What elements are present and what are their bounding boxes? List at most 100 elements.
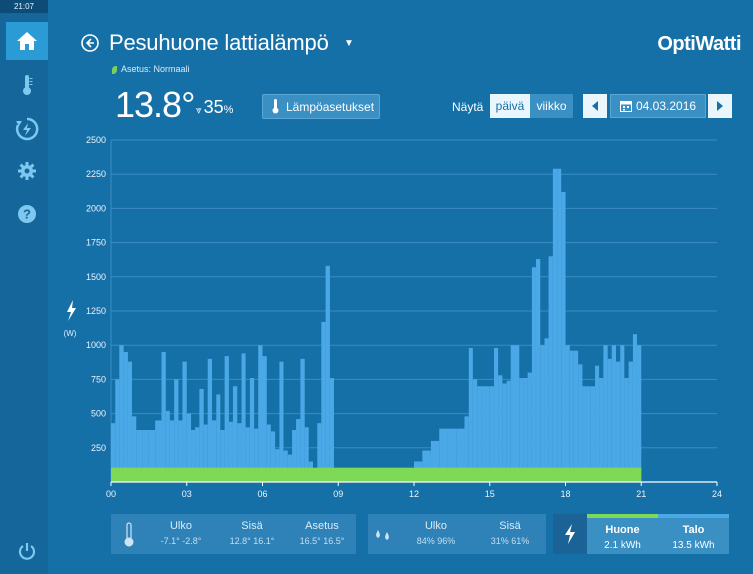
power-bar — [552, 168, 558, 482]
x-tick-label: 15 — [485, 489, 495, 499]
water-drops-icon — [376, 530, 389, 540]
power-bar — [270, 431, 276, 482]
show-label: Näytä — [452, 100, 484, 114]
humidity-value: 35 — [203, 97, 224, 117]
heat-settings-label: Lämpöasetukset — [286, 99, 375, 114]
power-bar — [468, 347, 473, 482]
house-energy-value: 13.5 kWh — [672, 540, 715, 551]
nav-home[interactable] — [6, 22, 48, 60]
power-bar — [228, 421, 233, 482]
power-bar — [628, 361, 633, 482]
tab-house-energy[interactable]: Talo 13.5 kWh — [658, 514, 729, 554]
y-tick-label: 2250 — [86, 169, 106, 179]
heat-settings-button[interactable]: Lämpöasetukset — [262, 94, 380, 119]
power-bar — [430, 440, 440, 482]
power-bar — [220, 430, 225, 482]
room-energy-value: 2.1 kWh — [604, 540, 641, 551]
power-bar — [527, 372, 532, 482]
power-bar — [136, 430, 143, 482]
thermometer-small-icon — [272, 99, 279, 114]
sidebar: 21:07 ? — [0, 0, 48, 574]
power-bar — [127, 361, 132, 482]
y-tick-label: 750 — [91, 374, 106, 384]
power-bar — [258, 345, 263, 482]
power-bar — [161, 352, 166, 482]
power-bar — [216, 394, 221, 482]
power-bar — [119, 345, 124, 482]
prev-date-button[interactable] — [583, 94, 607, 118]
nav-energy-saving[interactable] — [6, 110, 48, 148]
y-tick-label: 500 — [91, 409, 106, 419]
power-bar — [241, 353, 246, 482]
power-bar — [548, 256, 553, 482]
power-bar — [422, 450, 431, 482]
x-tick-label: 06 — [257, 489, 267, 499]
nav-help[interactable]: ? — [6, 195, 48, 233]
y-tick-label: 1000 — [86, 340, 106, 350]
power-bar — [481, 386, 486, 482]
power-bar — [195, 427, 200, 482]
power-bar — [582, 386, 587, 482]
chevron-down-icon[interactable]: ▼ — [344, 38, 354, 49]
power-bar — [439, 428, 448, 482]
help-icon: ? — [18, 205, 36, 223]
indoor-temp: Sisä 12.8° 16.1° — [221, 520, 283, 546]
power-bar — [182, 361, 187, 482]
power-bar — [540, 345, 545, 482]
thermometer-footer-icon — [124, 522, 134, 547]
power-bar — [169, 420, 175, 482]
x-tick-label: 12 — [409, 489, 419, 499]
outdoor-humidity: Ulko 84% 96% — [406, 520, 466, 546]
power-bar — [224, 356, 229, 482]
power-bar — [249, 378, 255, 482]
power-bar — [186, 413, 192, 482]
power-bar — [262, 356, 267, 482]
date-picker[interactable]: 04.03.2016 — [610, 94, 706, 118]
outdoor-temp-label: Ulko — [169, 520, 192, 532]
power-bar — [283, 450, 288, 482]
setpoint-band — [111, 467, 642, 482]
power-bar — [178, 420, 183, 482]
power-bar — [616, 361, 621, 482]
power-bar — [237, 423, 242, 482]
setting-label: Asetus: Normaali — [121, 64, 190, 74]
room-energy-bar — [587, 514, 658, 518]
back-circle-icon[interactable] — [81, 34, 99, 52]
power-bar — [586, 386, 591, 482]
power-bar — [254, 428, 259, 482]
nav-power[interactable] — [6, 532, 48, 570]
power-bar — [477, 386, 482, 482]
power-bar — [557, 168, 562, 482]
page-title[interactable]: Pesuhuone lattialämpö — [109, 30, 329, 55]
next-date-button[interactable] — [708, 94, 732, 118]
brand-logo: OptiWatti — [657, 33, 741, 55]
x-tick-label: 24 — [712, 489, 722, 499]
lightning-icon — [565, 524, 575, 544]
nav-settings[interactable] — [6, 152, 48, 190]
view-week-button[interactable]: viikko — [530, 94, 573, 118]
outdoor-humidity-values: 84% 96% — [416, 536, 456, 546]
y-tick-label: 1750 — [86, 238, 106, 248]
power-bar — [590, 386, 596, 482]
power-bar — [515, 345, 520, 482]
nav-thermometer[interactable] — [6, 66, 48, 104]
temperature-summary: Ulko -7.1° -2.8° Sisä 12.8° 16.1° Asetus 16… — [111, 514, 356, 554]
power-bar — [607, 358, 612, 482]
power-bar — [578, 364, 583, 482]
tab-room-energy[interactable]: Huone 2.1 kWh — [587, 514, 658, 554]
y-tick-label: 2500 — [86, 135, 106, 145]
calendar-icon — [620, 101, 632, 112]
power-bar — [304, 427, 309, 482]
power-bar — [632, 334, 637, 482]
chevron-left-icon — [592, 101, 598, 111]
view-day-button[interactable]: päivä — [490, 94, 530, 118]
gear-icon — [18, 162, 36, 180]
house-energy-label: Talo — [682, 524, 705, 536]
power-bar — [275, 449, 280, 482]
power-bar — [131, 416, 137, 482]
svg-text:?: ? — [23, 207, 31, 222]
power-bar — [155, 420, 162, 482]
energy-saving-icon — [15, 117, 39, 141]
power-bar — [519, 378, 524, 482]
outdoor-humidity-label: Ulko — [424, 520, 447, 532]
